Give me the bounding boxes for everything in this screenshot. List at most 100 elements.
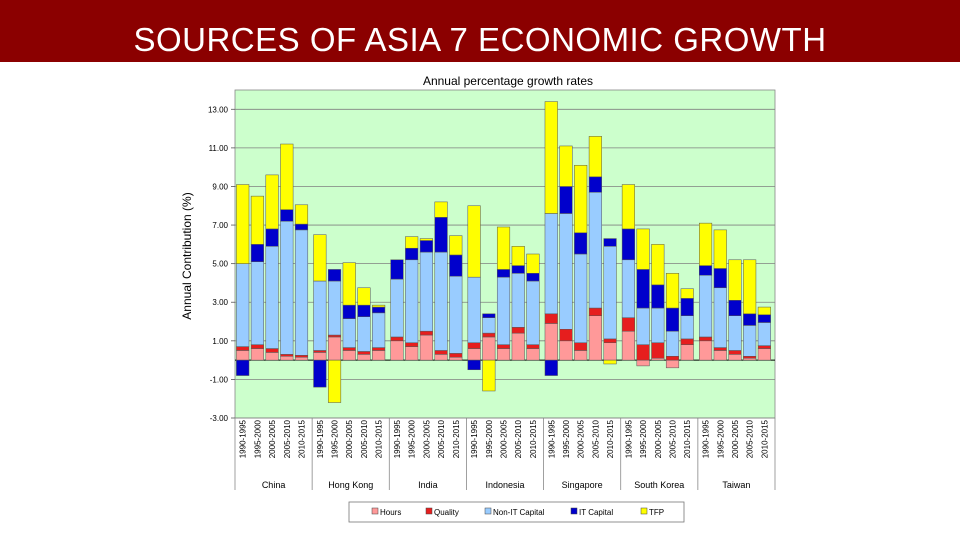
bar-quality — [467, 342, 481, 349]
x-tick-label: 2000-2005 — [577, 419, 586, 458]
bar-quality — [405, 342, 419, 347]
bar-quality — [544, 313, 558, 324]
bar-hours — [757, 348, 771, 361]
y-tick-label: -1.00 — [210, 375, 229, 384]
x-tick-label: 2000-2005 — [500, 419, 509, 458]
bar-hours — [496, 348, 511, 361]
bar-quality — [250, 344, 264, 349]
x-tick-label: 2000-2005 — [268, 419, 277, 458]
bar-tfp — [713, 229, 727, 269]
y-tick-label: 5.00 — [212, 260, 228, 269]
bar-quality — [757, 345, 771, 349]
bar-tfp — [434, 201, 448, 218]
bar-non-it-capital — [544, 213, 558, 315]
bar-tfp — [757, 306, 771, 316]
bar-it-capital — [559, 186, 573, 214]
x-tick-label: 2010-2015 — [760, 419, 769, 458]
legend-swatch-tfp — [640, 507, 648, 515]
bar-non-it-capital — [294, 229, 309, 356]
x-tick-label: 1990-1995 — [470, 419, 479, 458]
bar-tfp — [265, 174, 279, 230]
bar-it-capital — [467, 359, 481, 371]
bar-it-capital — [434, 217, 448, 253]
bar-non-it-capital — [405, 259, 419, 344]
bar-hours — [265, 352, 279, 361]
bar-quality — [680, 338, 694, 345]
group-label: India — [418, 480, 438, 490]
bar-it-capital — [544, 359, 558, 376]
bar-hours — [434, 354, 448, 361]
bar-tfp — [449, 235, 463, 256]
bar-quality — [236, 346, 250, 351]
bar-non-it-capital — [357, 316, 371, 352]
bar-non-it-capital — [621, 259, 635, 318]
bar-quality — [621, 317, 635, 332]
bar-it-capital — [651, 284, 665, 309]
bar-hours — [342, 350, 356, 361]
bar-non-it-capital — [651, 307, 665, 344]
bar-hours — [621, 330, 635, 361]
title-bar — [0, 0, 960, 62]
bar-tfp — [342, 262, 356, 306]
bar-quality — [313, 350, 327, 353]
bar-hours — [636, 359, 650, 367]
x-tick-label: 1995-2000 — [639, 419, 648, 458]
bar-tfp — [327, 359, 342, 403]
bar-tfp — [405, 236, 419, 249]
bar-hours — [390, 340, 404, 361]
bar-it-capital — [526, 273, 540, 282]
bar-hours — [713, 350, 727, 361]
bar-tfp — [621, 184, 635, 230]
bar-it-capital — [713, 268, 727, 289]
bar-quality — [327, 334, 342, 338]
bar-non-it-capital — [588, 192, 602, 309]
x-tick-label: 2010-2015 — [452, 419, 461, 458]
bar-it-capital — [482, 313, 496, 318]
bar-tfp — [743, 259, 757, 315]
bar-non-it-capital — [713, 287, 727, 348]
bar-it-capital — [743, 313, 757, 326]
bar-hours — [544, 323, 558, 361]
bar-tfp — [250, 195, 264, 245]
bar-quality — [419, 330, 433, 336]
bar-tfp — [294, 204, 309, 225]
bar-hours — [699, 340, 713, 361]
bar-it-capital — [280, 209, 294, 222]
bar-tfp — [728, 259, 742, 301]
x-tick-label: 1995-2000 — [562, 419, 571, 458]
bar-it-capital — [588, 176, 602, 193]
bar-it-capital — [419, 240, 433, 253]
y-tick-label: 1.00 — [212, 337, 228, 346]
bar-it-capital — [680, 298, 694, 316]
bar-hours — [482, 336, 496, 361]
bar-hours — [280, 356, 294, 361]
bar-hours — [526, 348, 540, 361]
bar-hours — [588, 315, 602, 361]
bar-it-capital — [574, 232, 588, 255]
group-label: Singapore — [562, 480, 603, 490]
legend-label: Non-IT Capital — [493, 508, 545, 517]
bar-it-capital — [265, 228, 279, 247]
bar-non-it-capital — [665, 330, 680, 357]
x-tick-label: 2005-2010 — [437, 419, 446, 458]
bar-hours — [559, 340, 573, 361]
x-tick-label: 2005-2010 — [283, 419, 292, 458]
group-label: Hong Kong — [328, 480, 373, 490]
x-tick-label: 2000-2005 — [654, 419, 663, 458]
bar-non-it-capital — [265, 246, 279, 349]
legend-label: IT Capital — [579, 508, 613, 517]
bar-hours — [743, 357, 757, 361]
x-tick-label: 1995-2000 — [716, 419, 725, 458]
bar-quality — [357, 351, 371, 355]
bar-non-it-capital — [434, 251, 448, 351]
legend-swatch-hours — [371, 507, 379, 515]
bar-tfp — [372, 304, 386, 308]
bar-non-it-capital — [757, 322, 771, 346]
bar-quality — [342, 347, 356, 351]
bar-non-it-capital — [250, 261, 264, 345]
bar-non-it-capital — [327, 280, 342, 336]
bar-non-it-capital — [636, 307, 650, 345]
x-tick-label: 2010-2015 — [375, 419, 384, 458]
bar-it-capital — [313, 359, 327, 388]
bar-non-it-capital — [390, 278, 404, 338]
